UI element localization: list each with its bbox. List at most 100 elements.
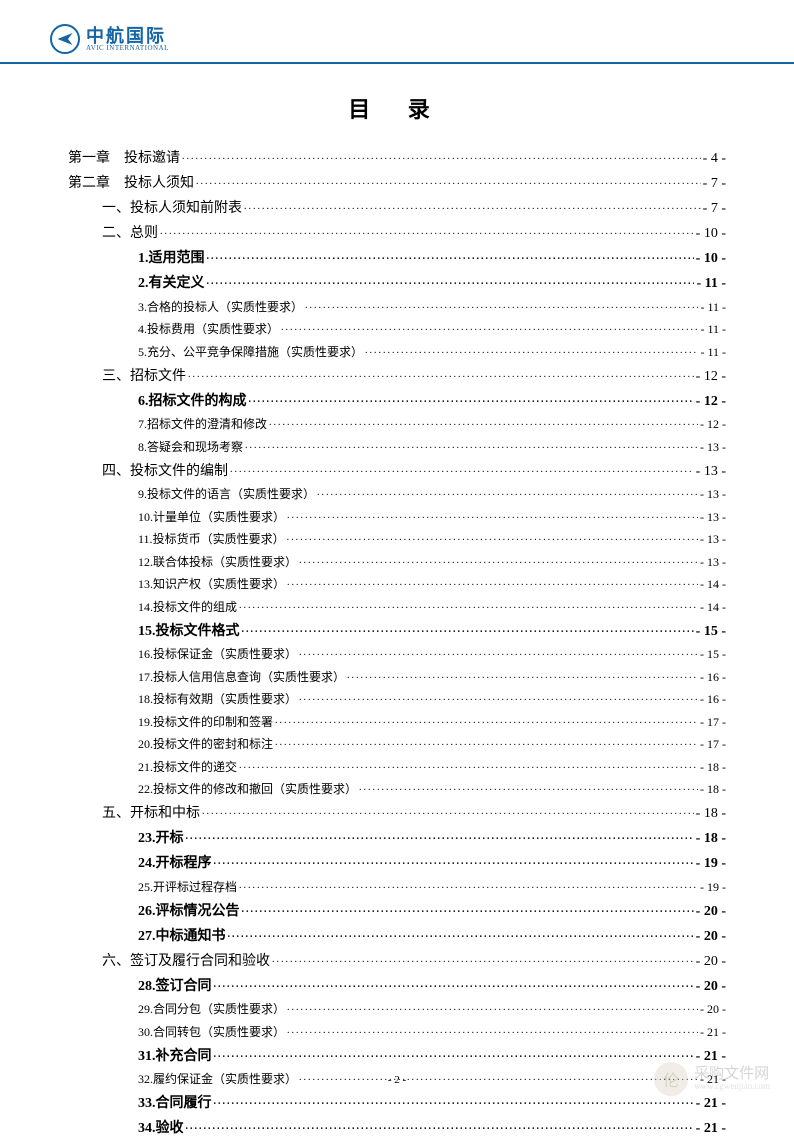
- toc-entry: 18.投标有效期（实质性要求）- 16 -: [68, 690, 726, 707]
- toc-entry-label: 17.: [138, 670, 153, 685]
- toc-entry-page: - 20 -: [700, 1002, 726, 1017]
- toc-leader-dots: [214, 853, 694, 867]
- toc-entry-page: - 13 -: [700, 487, 726, 502]
- toc-entry-title: 合格的投标人（实质性要求）: [147, 298, 303, 315]
- toc-entry: 26.评标情况公告- 20 -: [68, 900, 726, 920]
- toc-entry-page: - 20 -: [696, 904, 726, 920]
- brand-logo-icon: [50, 24, 80, 54]
- toc-entry-page: - 17 -: [700, 737, 726, 752]
- toc-entry-label: 8.: [138, 440, 147, 455]
- toc-entry-label: 四、: [102, 460, 130, 480]
- toc-entry-title: 联合体投标（实质性要求）: [153, 553, 297, 570]
- toc-entry-title: 投标文件的修改和撤回（实质性要求）: [153, 780, 357, 797]
- toc-entry-title: 开标程序: [156, 852, 212, 872]
- toc-entry-label: 12.: [138, 555, 153, 570]
- toc-entry-label: 9.: [138, 487, 147, 502]
- toc-leader-dots: [347, 669, 698, 681]
- toc-entry: 16.投标保证金（实质性要求）- 15 -: [68, 645, 726, 662]
- toc-entry-page: - 17 -: [700, 715, 726, 730]
- toc-entry-label: 29.: [138, 1002, 153, 1017]
- toc-entry-title: 投标文件的语言（实质性要求）: [147, 485, 315, 502]
- toc-entry-title: 答疑会和现场考察: [147, 438, 243, 455]
- toc-entry: 22.投标文件的修改和撤回（实质性要求）- 18 -: [68, 780, 726, 797]
- toc-entry-page: - 16 -: [700, 692, 726, 707]
- toc-entry-page: - 18 -: [696, 806, 726, 822]
- toc-entry: 1.适用范围- 10 -: [68, 247, 726, 267]
- toc-entry-label: 19.: [138, 715, 153, 730]
- toc-entry-page: - 21 -: [696, 1121, 726, 1137]
- toc-leader-dots: [299, 691, 698, 703]
- toc-entry: 六、签订及履行合同和验收- 20 -: [68, 950, 726, 970]
- toc-entry-title: 投标货币（实质性要求）: [153, 530, 285, 547]
- toc-entry-page: - 13 -: [700, 440, 726, 455]
- toc-entry: 7.招标文件的澄清和修改- 12 -: [68, 415, 726, 432]
- toc-entry-page: - 11 -: [700, 300, 726, 315]
- toc-entry-page: - 20 -: [696, 979, 726, 995]
- toc-entry: 25.开评标过程存档- 19 -: [68, 878, 726, 895]
- toc-entry: 二、总则- 10 -: [68, 222, 726, 242]
- toc-entry-title: 开评标过程存档: [153, 878, 237, 895]
- toc-entry-title: 评标情况公告: [156, 900, 240, 920]
- brand-name-cn: 中航国际: [86, 27, 169, 45]
- toc-entry-page: - 20 -: [696, 929, 726, 945]
- toc-entry-page: - 12 -: [696, 369, 726, 385]
- toc-entry: 三、招标文件 - 12 -: [68, 365, 726, 385]
- toc-entry: 30.合同转包（实质性要求）- 21 -: [68, 1023, 726, 1040]
- toc-entry-page: - 14 -: [700, 577, 726, 592]
- toc-leader-dots: [186, 1118, 694, 1132]
- toc-entry-label: 14.: [138, 600, 153, 615]
- toc-entry-page: - 15 -: [696, 624, 726, 640]
- toc-entry: 17.投标人信用信息查询（实质性要求）- 16 -: [68, 668, 726, 685]
- toc-leader-dots: [239, 759, 698, 771]
- toc-entry-label: 三、: [102, 365, 130, 385]
- toc-leader-dots: [228, 926, 694, 940]
- toc-entry-page: - 13 -: [700, 532, 726, 547]
- toc-entry: 19.投标文件的印制和签署- 17 -: [68, 713, 726, 730]
- toc-leader-dots: [287, 531, 698, 543]
- toc-leader-dots: [299, 646, 698, 658]
- toc-leader-dots: [299, 554, 698, 566]
- watermark: 伦 采购文件网 www.cgwenjian.com: [654, 1062, 770, 1096]
- toc-entry: 3.合格的投标人（实质性要求）- 11 -: [68, 298, 726, 315]
- toc-leader-dots: [275, 714, 698, 726]
- toc-entry-title: 招标文件: [130, 365, 186, 385]
- toc-entry-title: 合同分包（实质性要求）: [153, 1000, 285, 1017]
- toc-leader-dots: [245, 439, 698, 451]
- toc-entry-page: - 13 -: [696, 464, 726, 480]
- toc-leader-dots: [269, 416, 698, 428]
- toc-entry-title: 投标有效期（实质性要求）: [153, 690, 297, 707]
- toc-entry-title: 验收: [156, 1117, 184, 1137]
- brand-name-en: AVIC INTERNATIONAL: [86, 45, 169, 52]
- watermark-cn: 采购文件网: [694, 1066, 770, 1083]
- toc-entry-label: 6.: [138, 394, 149, 410]
- toc-entry-title: 投标文件格式: [156, 620, 240, 640]
- toc-entry-title: 有关定义: [149, 272, 205, 292]
- toc-entry-label: 23.: [138, 831, 156, 847]
- toc-entry-title: 充分、公平竞争保障措施（实质性要求）: [147, 343, 363, 360]
- toc-entry: 8.答疑会和现场考察 - 13 -: [68, 438, 726, 455]
- toc-entry-page: - 10 -: [696, 226, 726, 242]
- toc-entry: 20.投标文件的密封和标注- 17 -: [68, 735, 726, 752]
- toc-entry-title: 招标文件的澄清和修改: [147, 415, 267, 432]
- toc-entry-label: 六、: [102, 950, 130, 970]
- toc-entry: 21.投标文件的递交- 18 -: [68, 758, 726, 775]
- toc-entry: 23.开标- 18 -: [68, 827, 726, 847]
- toc-leader-dots: [365, 344, 698, 356]
- toc-leader-dots: [275, 736, 698, 748]
- toc-entry: 11.投标货币（实质性要求）- 13 -: [68, 530, 726, 547]
- toc-entry: 24.开标程序- 19 -: [68, 852, 726, 872]
- toc-entry-page: - 18 -: [700, 760, 726, 775]
- toc-entry: 14.投标文件的组成- 14 -: [68, 598, 726, 615]
- toc-entry-label: 27.: [138, 929, 156, 945]
- toc-entry-page: - 7 -: [703, 201, 726, 217]
- toc-leader-dots: [242, 901, 694, 915]
- toc-entry: 34.验收- 21 -: [68, 1117, 726, 1137]
- toc-leader-dots: [239, 879, 698, 891]
- toc-entry-title: 投标文件的组成: [153, 598, 237, 615]
- toc-entry-title: 投标文件的密封和标注: [153, 735, 273, 752]
- toc-leader-dots: [249, 391, 694, 405]
- toc-entry-label: 五、: [102, 802, 130, 822]
- toc-entry: 第一章 投标邀请- 4 -: [68, 147, 726, 167]
- toc-entry: 28.签订合同- 20 -: [68, 975, 726, 995]
- toc-entry-title: 投标人须知前附表: [130, 197, 242, 217]
